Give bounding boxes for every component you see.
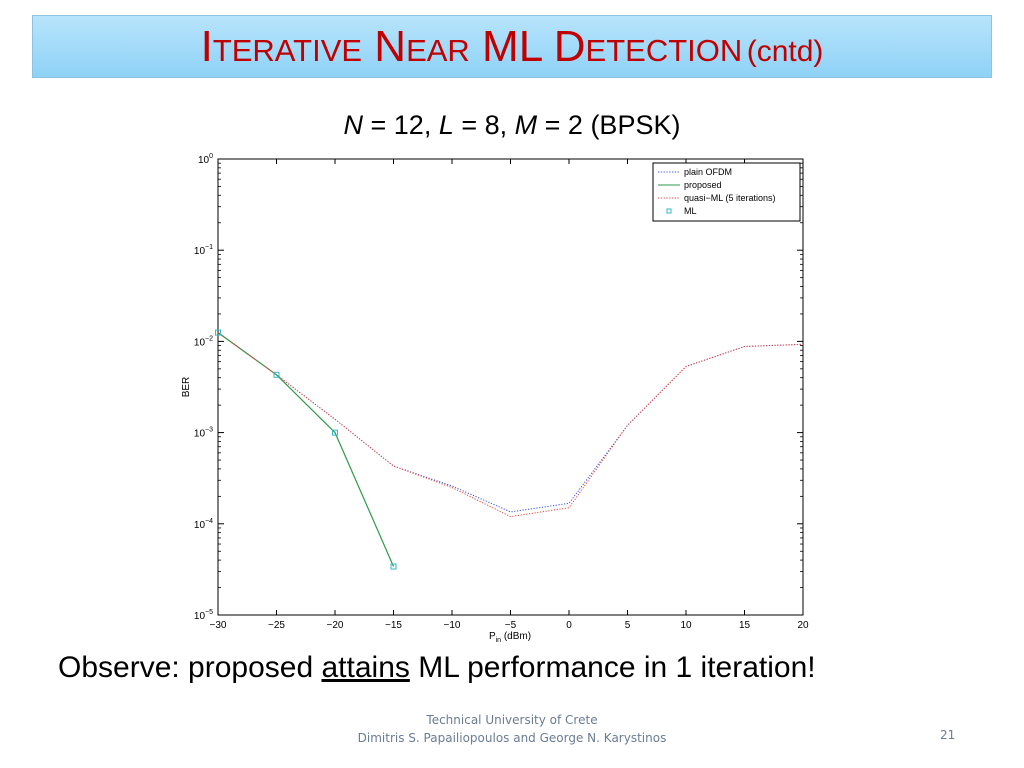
x-tick-label: −5 <box>505 620 517 631</box>
x-axis-label-sub: in <box>496 637 502 644</box>
slide-title: Iterative Near ML Detection (cntd) <box>201 22 824 72</box>
y-tick-label: 10−4 <box>194 518 213 531</box>
y-axis-label: BER <box>181 377 192 398</box>
observation-after: ML performance in 1 iteration! <box>409 651 816 684</box>
legend-label: proposed <box>684 180 722 190</box>
legend-label: ML <box>684 206 697 216</box>
series-layer <box>215 329 804 570</box>
x-tick-label: 5 <box>625 620 631 631</box>
legend-label: plain OFDM <box>684 167 732 177</box>
series-point-ml <box>332 429 338 436</box>
x-tick-label: 15 <box>739 620 751 631</box>
x-tick-label: −10 <box>444 620 461 631</box>
l-value: = 8, <box>453 110 515 140</box>
n-variable: N <box>343 110 364 140</box>
y-tick-label: 10−5 <box>194 609 213 622</box>
y-tick-label: 10−3 <box>194 427 213 440</box>
slide-title-main: Iterative Near ML Detection <box>200 21 743 71</box>
footer-institution: Technical University of Crete <box>426 713 598 727</box>
observation-before: Observe: proposed <box>58 651 322 684</box>
m-variable: M <box>514 110 538 140</box>
slide-title-cntd: (cntd) <box>746 34 824 68</box>
legend-swatch <box>666 208 672 214</box>
x-tick-label: −20 <box>327 620 344 631</box>
m-value: = 2 (BPSK) <box>537 110 681 140</box>
y-tick-label: 100 <box>198 153 213 166</box>
x-axis-label: Pin (dBm) <box>489 631 531 644</box>
plot-area <box>217 158 804 616</box>
chart-parameters: N = 12, L = 8, M = 2 (BPSK) <box>0 110 1024 141</box>
y-tick-label: 10−1 <box>194 244 213 257</box>
footer: Technical University of Crete Dimitris S… <box>0 711 1024 747</box>
legend-label: quasi−ML (5 iterations) <box>684 193 775 203</box>
x-tick-label: −15 <box>385 620 402 631</box>
x-tick-label: 0 <box>566 620 572 631</box>
legend: plain OFDM proposed quasi−ML (5 iterations… <box>652 162 801 222</box>
footer-authors: Dimitris S. Papailiopoulos and George N.… <box>357 731 667 745</box>
series-point-ml <box>215 329 221 336</box>
x-axis-label-p: P <box>489 631 496 642</box>
series-line-proposed <box>217 332 395 567</box>
y-tick-label: 10−2 <box>194 335 213 348</box>
observation-underlined: attains <box>321 651 410 684</box>
x-tick-label: 10 <box>680 620 692 631</box>
l-variable: L <box>438 110 454 140</box>
x-tick-label: −25 <box>268 620 285 631</box>
series-point-ml <box>273 371 280 378</box>
n-value: = 12, <box>363 110 439 140</box>
series-point-ml <box>390 563 397 570</box>
series-line-quasi-ml-5-iterations <box>217 332 804 518</box>
x-axis-label-unit: (dBm) <box>501 631 531 642</box>
legend-box <box>652 162 801 222</box>
observation-text: Observe: proposed attains ML performance… <box>58 651 816 685</box>
page-number: 21 <box>940 728 956 742</box>
x-tick-label: 20 <box>797 620 809 631</box>
title-bar: Iterative Near ML Detection (cntd) <box>32 15 992 78</box>
x-tick-label: −30 <box>210 620 227 631</box>
axis-ticks: −30 −25 −20 −15 −10 −5 0 5 10 15 20 10−5 10−4 10−3 10−… <box>194 153 809 631</box>
